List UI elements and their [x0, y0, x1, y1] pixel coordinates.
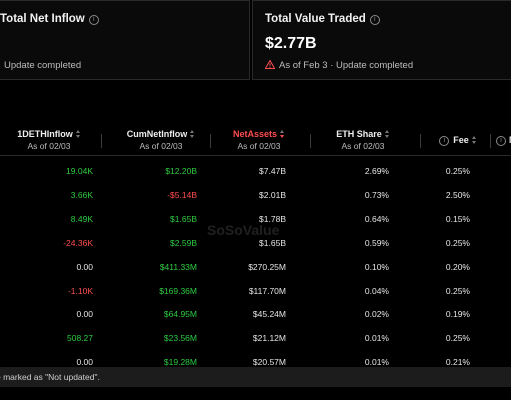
column-divider: [310, 134, 311, 148]
column-divider: [490, 134, 491, 148]
cell-fee: 0.25%: [445, 166, 470, 176]
value-traded-title: Total Value Traded: [265, 13, 366, 25]
info-icon[interactable]: i: [369, 15, 380, 25]
cell-cum: $169.36M: [159, 285, 197, 296]
cell-fee: 0.15%: [445, 213, 470, 224]
cell-inflow: 0.00: [76, 357, 93, 368]
table-row[interactable]: 19.04K $12.20B $7.47B 2.69% 0.25%: [0, 161, 511, 185]
cell-share: 2.69%: [364, 166, 389, 176]
cell-fee: 0.19%: [445, 309, 470, 320]
footer-note-text: e marked as "Not updated".: [0, 372, 100, 382]
cell-cum: $19.28M: [163, 357, 197, 368]
sort-arrows-icon[interactable]: [471, 136, 477, 144]
cell-share: 0.64%: [364, 213, 389, 224]
cell-cum: $64.95M: [163, 309, 197, 320]
cell-inflow: 19.04K: [66, 166, 93, 176]
column-header-eth-share[interactable]: ETH Share As of 02/03: [333, 128, 393, 152]
info-icon[interactable]: i: [88, 15, 99, 25]
table-row[interactable]: 0.00 $64.95M $45.24M 0.02% 0.19%: [0, 304, 511, 328]
table-row[interactable]: 508.27 $23.56M $21.12M 0.01% 0.25%: [0, 328, 511, 352]
cell-fee: 2.50%: [445, 189, 470, 200]
column-date: As of 02/03: [341, 141, 385, 151]
watermark-logo: SoSoValue: [207, 222, 280, 238]
cell-assets: $2.01B: [259, 189, 286, 200]
column-name: M: [509, 135, 511, 145]
column-name: 1DETHInflow: [17, 129, 73, 139]
total-value-traded-card: Total Value Traded i $2.77B As of Feb 3 ·…: [252, 0, 511, 80]
cell-share: 0.04%: [364, 285, 389, 296]
info-icon[interactable]: i: [439, 136, 450, 146]
warning-triangle-icon: [265, 60, 275, 69]
column-date: As of 02/03: [237, 141, 281, 151]
cell-inflow: 0.00: [76, 261, 93, 272]
table-row[interactable]: 8.49K $1.65B $1.78B 0.64% 0.15%: [0, 209, 511, 233]
column-header-cumnetinflow[interactable]: CumNetInflow As of 02/03: [123, 128, 199, 152]
cell-share: 0.02%: [364, 309, 389, 320]
column-header-fee[interactable]: i Fee: [437, 134, 479, 146]
column-name: ETH Share: [336, 129, 382, 139]
sort-arrows-icon[interactable]: [190, 130, 195, 138]
table-header: 1DETHInflow As of 02/03 CumNetInflow As …: [0, 124, 511, 156]
cell-inflow: 8.49K: [70, 213, 93, 224]
table-row[interactable]: -24.36K $2.59B $1.65B 0.59% 0.25%: [0, 233, 511, 257]
cell-cum: $411.33M: [159, 261, 197, 272]
cell-fee: 0.25%: [445, 237, 470, 248]
net-inflow-title: Total Net Inflow: [0, 13, 85, 25]
column-divider: [420, 134, 421, 148]
total-net-inflow-card: Total Net Inflow i Update completed: [0, 0, 250, 80]
cell-assets: $1.78B: [259, 213, 286, 224]
cell-assets: $7.47B: [259, 166, 286, 176]
cell-assets: $21.12M: [252, 333, 286, 344]
sort-descending-icon[interactable]: [280, 130, 285, 138]
card-title: Total Net Inflow i: [0, 13, 99, 25]
table-row[interactable]: 3.66K -$5.14B $2.01B 0.73% 2.50%: [0, 185, 511, 209]
cell-share: 0.73%: [364, 189, 389, 200]
cell-cum: $12.20B: [165, 166, 197, 176]
cell-share: 0.10%: [364, 261, 389, 272]
card-status: As of Feb 3 · Update completed: [265, 60, 413, 71]
cell-cum: $23.56M: [163, 333, 197, 344]
cell-inflow: -24.36K: [63, 237, 93, 248]
cell-fee: 0.25%: [445, 285, 470, 296]
table-row[interactable]: -1.10K $169.36M $117.70M 0.04% 0.25%: [0, 281, 511, 305]
cell-inflow: 508.27: [67, 333, 93, 344]
cell-cum: $1.65B: [170, 213, 197, 224]
value-traded-status-text: As of Feb 3 · Update completed: [279, 60, 414, 71]
cell-cum: $2.59B: [170, 237, 197, 248]
cell-fee: 0.21%: [445, 357, 470, 368]
info-icon[interactable]: i: [496, 136, 506, 146]
cell-assets: $1.65B: [259, 237, 286, 248]
table-footer-note: e marked as "Not updated".: [0, 367, 511, 387]
cell-assets: $117.70M: [248, 285, 286, 296]
card-title: Total Value Traded i: [265, 13, 380, 25]
cell-assets: $20.57M: [252, 357, 286, 368]
table-row[interactable]: 0.00 $19.28M $20.57M 0.01% 0.21%: [0, 352, 511, 376]
column-date: As of 02/03: [27, 141, 71, 151]
sort-arrows-icon[interactable]: [75, 130, 81, 138]
column-date: As of 02/03: [139, 141, 183, 151]
value-traded-amount: $2.77B: [265, 35, 317, 52]
cell-share: 0.01%: [364, 333, 389, 344]
column-name: NetAssets: [232, 129, 278, 139]
column-name: CumNetInflow: [126, 129, 188, 139]
column-header-truncated[interactable]: iM: [496, 134, 511, 146]
sort-arrows-icon[interactable]: [384, 130, 390, 138]
column-header-1dethinflow[interactable]: 1DETHInflow As of 02/03: [16, 128, 82, 152]
cell-fee: 0.20%: [445, 261, 470, 272]
cell-inflow: 3.66K: [70, 189, 93, 200]
column-divider: [210, 134, 211, 148]
cell-cum: -$5.14B: [167, 189, 197, 200]
cell-assets: $45.24M: [252, 309, 286, 320]
column-divider: [101, 134, 102, 148]
cell-share: 0.59%: [364, 237, 389, 248]
table-row[interactable]: 0.00 $411.33M $270.25M 0.10% 0.20%: [0, 257, 511, 281]
cell-inflow: 0.00: [76, 309, 93, 320]
card-status: Update completed: [4, 60, 82, 71]
column-header-netassets[interactable]: NetAssets As of 02/03: [228, 128, 290, 152]
cell-assets: $270.25M: [248, 261, 286, 272]
cell-share: 0.01%: [364, 357, 389, 368]
cell-inflow: -1.10K: [67, 285, 93, 296]
column-name: Fee: [453, 135, 469, 145]
cell-fee: 0.25%: [445, 333, 470, 344]
